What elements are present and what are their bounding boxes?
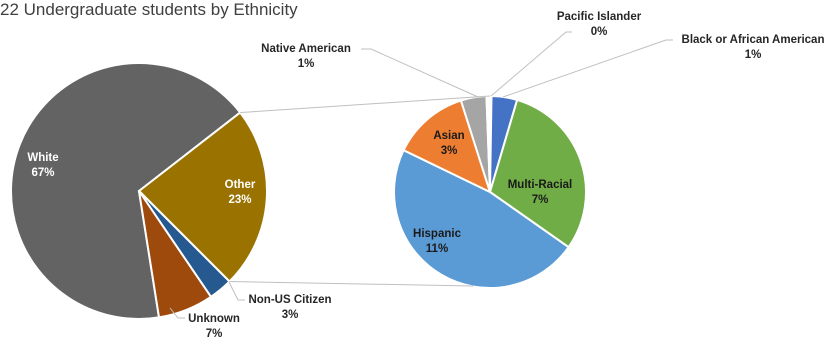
multi-racial-label: Multi-Racial 7% <box>508 179 573 206</box>
slice-unknown <box>138 190 213 319</box>
slice-other <box>137 111 268 283</box>
black-or-african-american-label: Black or African American 1% <box>682 34 825 61</box>
hispanic-label: Hispanic 11% <box>413 228 462 255</box>
slice-white <box>10 62 242 320</box>
native-american-label: Native American 1% <box>261 43 351 70</box>
other-label: Other 23% <box>225 179 256 206</box>
chart-title: 22 Undergraduate students by Ethnicity <box>0 0 298 19</box>
leader-line-native-american <box>361 48 479 98</box>
leader-line-unknown <box>169 307 185 319</box>
connector-line-bottom <box>229 281 474 287</box>
slice-hispanic <box>393 148 570 289</box>
leader-line-black-or-african-american <box>502 39 673 98</box>
asian-label: Asian 3% <box>433 130 464 157</box>
leader-line-pacific-islander <box>490 31 572 97</box>
white-label: White 67% <box>27 152 58 179</box>
connector-line-top <box>240 95 491 114</box>
leader-line-non-us-citizen <box>228 281 245 301</box>
unknown-label: Unknown 7% <box>188 313 240 340</box>
non-us-citizen-label: Non-US Citizen 3% <box>248 294 331 321</box>
slice-multi-racial <box>488 98 587 249</box>
slice-asian <box>402 99 492 194</box>
pacific-islander-label: Pacific Islander 0% <box>557 11 642 38</box>
